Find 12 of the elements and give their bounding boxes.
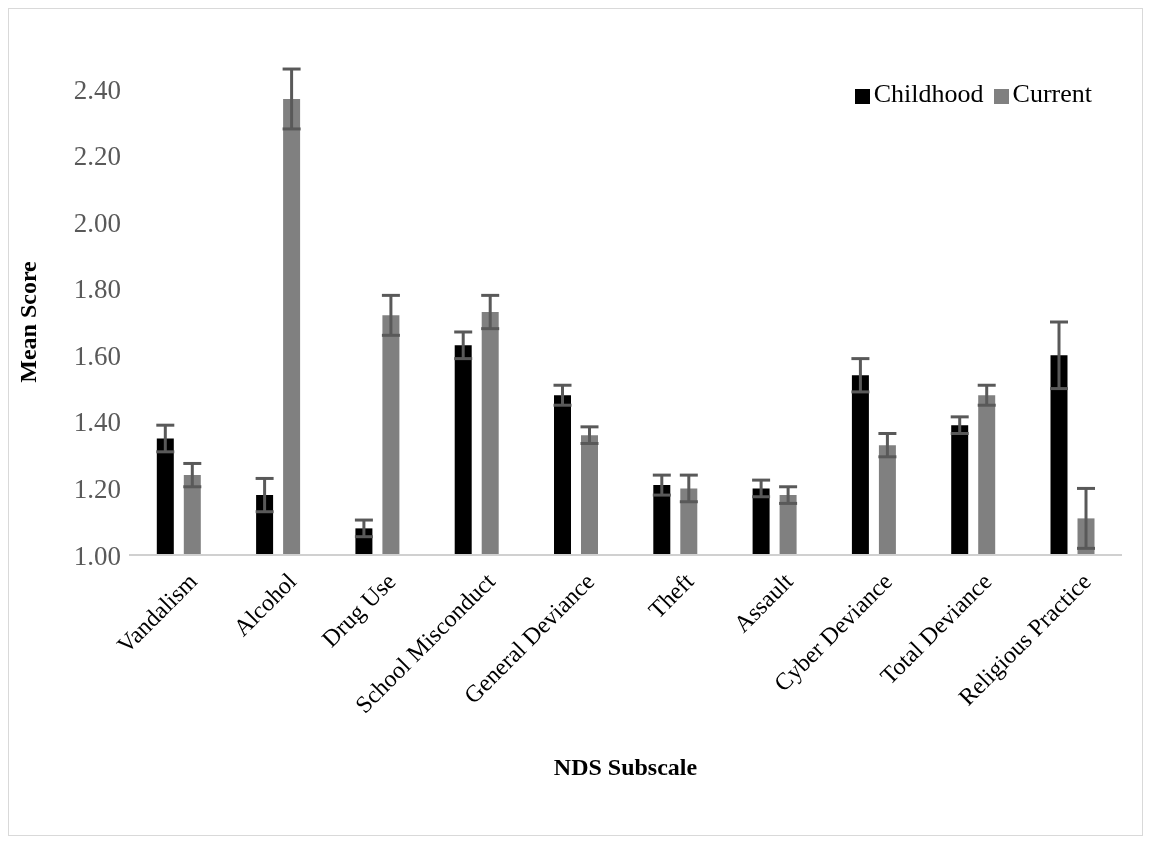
legend-label: Childhood bbox=[873, 79, 984, 108]
y-tick-label: 2.40 bbox=[73, 74, 121, 105]
y-tick-label: 2.00 bbox=[73, 207, 121, 238]
y-tick-label: 1.40 bbox=[73, 407, 121, 438]
x-axis-title: NDS Subscale bbox=[553, 754, 698, 780]
legend-label: Current bbox=[1012, 79, 1092, 108]
y-tick-label: 1.80 bbox=[73, 274, 121, 305]
y-tick-label: 1.00 bbox=[73, 540, 121, 571]
y-tick-label: 2.20 bbox=[73, 141, 121, 172]
y-tick-label: 1.20 bbox=[73, 474, 121, 505]
y-axis-title: Mean Score bbox=[14, 260, 41, 383]
y-tick-label: 1.60 bbox=[73, 340, 121, 371]
